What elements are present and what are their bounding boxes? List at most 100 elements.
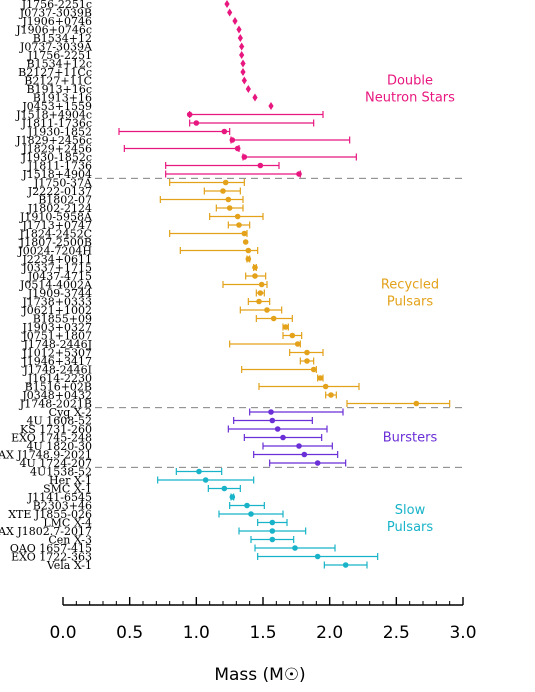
data-point bbox=[269, 417, 276, 424]
pulsar-label: J1824-2452C bbox=[18, 227, 92, 240]
pulsar-label: J0621+1002 bbox=[21, 304, 92, 317]
group-label: Pulsars bbox=[387, 295, 434, 310]
data-point bbox=[268, 409, 274, 415]
data-point bbox=[258, 281, 265, 288]
pulsar-label: EXO 1722-363 bbox=[11, 550, 92, 563]
data-point bbox=[292, 545, 298, 551]
x-tick-label: 3.0 bbox=[449, 623, 476, 643]
group-label: Slow bbox=[395, 503, 426, 518]
pulsar-label: J1518+4904 bbox=[21, 168, 92, 181]
pulsar-label: J1750-37A bbox=[33, 176, 93, 189]
pulsar-label: SMC X-1 bbox=[43, 482, 92, 495]
pulsar-label: J0453+1559 bbox=[21, 100, 92, 113]
x-axis-label: Mass (M☉) bbox=[214, 665, 305, 685]
pulsar-label: J0514-4002A bbox=[19, 278, 93, 291]
data-point bbox=[270, 315, 277, 322]
data-points bbox=[186, 0, 420, 568]
pulsar-label: SAX J1748.9-2021 bbox=[0, 448, 92, 461]
pulsar-label: J1748-2446J bbox=[22, 338, 92, 351]
data-point bbox=[257, 290, 264, 296]
x-tick-label: 0.5 bbox=[116, 623, 143, 643]
data-point bbox=[234, 145, 241, 152]
pulsar-label: J0337+1715 bbox=[21, 261, 92, 274]
pulsar-label: J1906+0746 bbox=[21, 15, 92, 28]
data-point bbox=[413, 400, 420, 407]
data-point bbox=[257, 162, 264, 169]
data-point bbox=[245, 247, 252, 254]
data-point bbox=[268, 102, 274, 110]
data-point bbox=[240, 68, 246, 76]
data-point bbox=[296, 443, 302, 449]
data-point bbox=[301, 451, 308, 458]
data-point bbox=[280, 434, 286, 441]
data-point bbox=[294, 341, 301, 347]
data-point bbox=[229, 494, 236, 500]
pulsar-label: J0751+1807 bbox=[21, 329, 92, 342]
pulsar-label: J1614-2230 bbox=[27, 372, 92, 385]
pulsar-label: KS 1731-260 bbox=[20, 423, 92, 436]
group-label: Neutron Stars bbox=[365, 91, 455, 106]
pulsar-labels: J1756-2251cJ0737-3039BJ1906+0746J1906+07… bbox=[0, 0, 93, 572]
pulsar-label: J1811-1736 bbox=[27, 159, 92, 172]
pulsar-label: XTE J1855-026 bbox=[8, 508, 92, 521]
pulsar-label: 4U 1724-207 bbox=[20, 457, 92, 470]
data-point bbox=[245, 85, 251, 93]
data-point bbox=[269, 519, 276, 526]
data-point bbox=[252, 93, 258, 102]
group-dividers bbox=[95, 177, 463, 468]
pulsar-label: J1141-6545 bbox=[27, 491, 92, 504]
data-point bbox=[256, 298, 262, 305]
data-point bbox=[252, 264, 258, 271]
pulsar-label: J1738+0333 bbox=[21, 295, 92, 308]
data-point bbox=[227, 8, 233, 17]
pulsar-label: J1930-1852c bbox=[21, 151, 92, 164]
pulsar-label: J0024-7204H bbox=[17, 244, 92, 257]
pulsar-label: J1930-1852 bbox=[27, 125, 92, 138]
pulsar-label: J1756-2251 bbox=[27, 49, 92, 62]
data-point bbox=[269, 536, 276, 543]
data-point bbox=[317, 375, 324, 381]
pulsar-label: J1012+5307 bbox=[21, 346, 92, 359]
data-point bbox=[244, 502, 250, 509]
pulsar-label: J0348+0432 bbox=[21, 389, 92, 402]
pulsar-label: Her X-1 bbox=[49, 474, 92, 487]
x-tick-label: 1.5 bbox=[249, 623, 276, 643]
data-point bbox=[314, 460, 321, 466]
data-point bbox=[220, 188, 226, 194]
pulsar-label: B2303+46 bbox=[33, 499, 92, 512]
pulsar-label: J1906+0746c bbox=[15, 23, 92, 36]
pulsar-label: J1829+2456c bbox=[15, 134, 92, 147]
pulsar-label: B1913+16 bbox=[33, 91, 92, 104]
pulsar-label: J1518+4904c bbox=[15, 108, 92, 121]
data-point bbox=[252, 273, 258, 279]
x-tick-label: 1.0 bbox=[183, 623, 210, 643]
data-point bbox=[196, 468, 202, 475]
pulsar-label: J2222-0137 bbox=[27, 185, 92, 198]
pulsar-label: B1802-07 bbox=[38, 193, 92, 206]
data-point bbox=[241, 230, 248, 237]
pulsar-label: B1534+12 bbox=[33, 32, 92, 45]
pulsar-label: J2234+0611 bbox=[21, 253, 92, 266]
pulsar-label: J1909-3744 bbox=[27, 287, 92, 300]
data-point bbox=[304, 349, 310, 356]
pulsar-label: J1946+3417 bbox=[21, 355, 92, 368]
data-point bbox=[282, 324, 289, 330]
group-label: Pulsars bbox=[387, 520, 434, 535]
group-label: Double bbox=[387, 74, 433, 89]
data-point bbox=[242, 239, 249, 245]
pulsar-label: J1829+2456 bbox=[21, 142, 92, 155]
pulsar-label: J0737-3039B bbox=[19, 6, 92, 19]
pulsar-label: B1516+02B bbox=[25, 380, 92, 393]
pulsar-label: B1913+16c bbox=[27, 83, 92, 96]
data-point bbox=[186, 111, 193, 118]
pulsar-label: EXO 1745-248 bbox=[11, 431, 92, 444]
data-point bbox=[248, 511, 254, 517]
x-axis: 0.0 0.5 1.0 1.5 2.0 2.5 3.0 bbox=[49, 597, 477, 643]
data-point bbox=[328, 392, 334, 398]
pulsar-label: Cen X-3 bbox=[48, 533, 92, 546]
pulsar-label: J1713+0747 bbox=[21, 219, 92, 232]
group-label: Bursters bbox=[383, 431, 438, 446]
group-label: Recycled bbox=[381, 278, 439, 293]
pulsar-label: J1748-2021B bbox=[19, 397, 92, 410]
data-point bbox=[239, 42, 245, 51]
